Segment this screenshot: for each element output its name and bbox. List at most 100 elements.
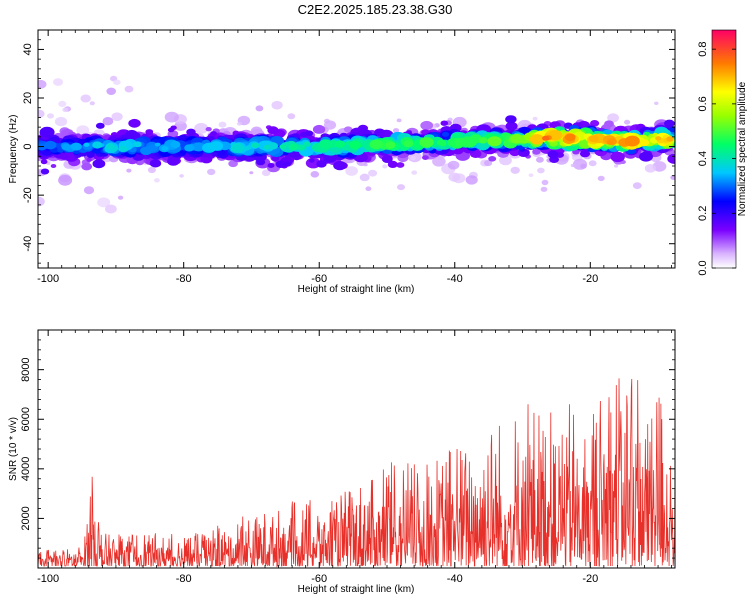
heatmap-cell — [484, 160, 493, 167]
heatmap-cell — [228, 160, 238, 168]
heatmap-cell — [305, 130, 314, 137]
y-tick-label: -40 — [22, 236, 34, 252]
heatmap-cell — [564, 133, 576, 142]
heatmap-cell — [267, 142, 278, 150]
heatmap-cell — [440, 120, 449, 126]
snr-y-axis-label: SNR (10 * v/v) — [8, 417, 19, 481]
heatmap-cell — [167, 156, 180, 166]
heatmap-cell — [385, 141, 396, 149]
heatmap-cell — [437, 139, 446, 146]
heatmap-cell — [170, 140, 181, 149]
y-tick-label: 6000 — [20, 407, 32, 431]
heatmap-cell — [86, 157, 92, 162]
heatmap-cell — [632, 182, 642, 190]
heatmap-cell — [312, 124, 326, 134]
colorbar-gradient — [711, 29, 737, 269]
spectrogram-y-axis-label: Frequency (Hz) — [8, 115, 19, 184]
heatmap-cell — [50, 164, 57, 168]
heatmap-cell — [403, 140, 414, 148]
heatmap-cell — [422, 155, 429, 161]
heatmap-cell — [207, 168, 216, 176]
heatmap-cell — [38, 79, 47, 89]
heatmap-cell — [83, 142, 90, 147]
heatmap-cell — [236, 121, 242, 126]
heatmap-cell — [255, 105, 264, 112]
heatmap-cell — [46, 161, 51, 165]
heatmap-cell — [186, 128, 196, 136]
spectrogram-x-ticks: -100 -80 -60 -40 -20 — [37, 30, 673, 285]
heatmap-cell — [652, 161, 667, 172]
heatmap-cell — [80, 94, 91, 103]
heatmap-cell — [465, 175, 478, 185]
heatmap-cell — [267, 126, 279, 135]
heatmap-cell — [667, 153, 675, 164]
heatmap-cell — [624, 135, 640, 147]
heatmap-cell — [666, 136, 674, 142]
heatmap-cell — [149, 159, 162, 168]
heatmap-cell — [261, 169, 271, 177]
heatmap-cell — [368, 169, 378, 177]
x-tick-label: -20 — [582, 273, 598, 285]
heatmap-cell — [128, 118, 141, 128]
heatmap-cell — [532, 116, 538, 121]
heatmap-cell — [283, 161, 292, 167]
heatmap-cell — [655, 136, 662, 141]
heatmap-cell — [179, 149, 187, 155]
heatmap-cell — [39, 126, 55, 138]
heatmap-cell — [89, 101, 95, 106]
heatmap-cell — [499, 155, 512, 166]
heatmap-cell — [83, 186, 95, 195]
heatmap-cell — [387, 160, 398, 168]
snr-x-axis-label: Height of straight line (km) — [298, 584, 415, 595]
heatmap-cell — [381, 155, 393, 163]
heatmap-cell — [287, 113, 296, 120]
heatmap-cell — [308, 158, 315, 163]
heatmap-cell — [570, 163, 576, 168]
heatmap-cell — [318, 139, 333, 150]
heatmap-cell — [70, 142, 82, 151]
x-tick-label: -40 — [447, 273, 463, 285]
y-tick-label: 8000 — [20, 357, 32, 381]
heatmap-cell — [369, 139, 384, 150]
heatmap-cell — [610, 151, 625, 163]
colorbar-tick-label: 0.8 — [697, 42, 709, 57]
heatmap-cell — [487, 136, 502, 147]
colorbar-tick-label: 0.4 — [697, 151, 709, 166]
heatmap-cell — [411, 170, 418, 175]
heatmap-cell — [345, 166, 358, 176]
heatmap-cell — [310, 171, 320, 178]
heatmap-cell — [454, 137, 467, 147]
heatmap-cell — [654, 101, 659, 106]
x-tick-label: -100 — [37, 273, 59, 285]
heatmap-cell — [184, 144, 195, 152]
heatmap-cell — [420, 120, 434, 131]
heatmap-cell — [106, 87, 116, 96]
heatmap-cell — [40, 168, 50, 175]
heatmap-cell — [154, 178, 160, 183]
heatmap-cell — [111, 112, 123, 121]
x-tick-label: -80 — [176, 273, 192, 285]
colorbar: 0.0 0.2 0.4 0.6 0.8 Normalized spectral ampl… — [697, 29, 748, 276]
heatmap-cell — [478, 137, 488, 144]
heatmap-cell — [343, 126, 353, 133]
snr-x-ticks: -100 -80 -60 -40 -20 — [37, 330, 673, 585]
heatmap-cell — [76, 125, 90, 136]
heatmap-cell — [410, 156, 416, 161]
heatmap-cell — [267, 163, 275, 168]
heatmap-cell — [396, 118, 402, 123]
heatmap-cell — [207, 142, 218, 150]
heatmap-cell — [419, 137, 434, 148]
heatmap-cell — [249, 171, 254, 175]
x-tick-label: -100 — [37, 573, 59, 585]
heatmap-cell — [179, 174, 184, 178]
heatmap-cell — [194, 122, 209, 134]
heatmap-cell — [97, 197, 111, 208]
heatmap-cell — [604, 120, 614, 128]
heatmap-cell — [588, 160, 597, 167]
colorbar-tick-label: 0.0 — [697, 260, 709, 275]
heatmap-cell — [540, 186, 548, 192]
x-tick-label: -60 — [311, 273, 327, 285]
heatmap-cell — [488, 156, 497, 162]
heatmap-cell — [164, 111, 179, 123]
